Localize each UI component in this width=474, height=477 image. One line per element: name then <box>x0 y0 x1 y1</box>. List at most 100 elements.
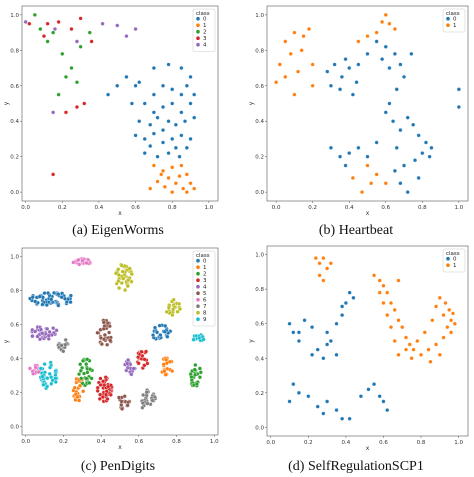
x-tick-label: 0.2 <box>59 439 68 445</box>
data-point <box>299 48 304 53</box>
legend-label: 0 <box>203 259 207 265</box>
data-point <box>334 408 339 413</box>
y-tick-label: 0.4 <box>255 119 264 125</box>
data-point <box>155 179 160 184</box>
data-point <box>45 39 50 44</box>
data-point <box>325 399 330 404</box>
data-point <box>61 349 66 354</box>
data-point <box>87 30 92 35</box>
data-point <box>151 110 156 115</box>
data-point <box>354 80 359 85</box>
data-point <box>179 163 184 168</box>
data-point <box>296 390 302 395</box>
legend-swatch <box>446 23 450 28</box>
data-point <box>347 290 352 295</box>
x-tick-label: 0.8 <box>172 439 181 445</box>
legend-label: 0 <box>203 17 207 23</box>
data-point <box>102 383 107 388</box>
data-point <box>82 101 87 106</box>
data-point <box>142 136 147 142</box>
data-point <box>340 304 345 309</box>
data-point <box>428 359 433 364</box>
data-point <box>283 74 288 79</box>
data-point <box>415 338 420 344</box>
data-point <box>80 358 86 363</box>
plot-frame <box>21 5 219 202</box>
data-point <box>56 92 61 97</box>
data-point <box>148 186 153 191</box>
data-point <box>177 174 182 179</box>
data-point <box>33 365 38 370</box>
data-point <box>80 258 85 263</box>
data-point <box>166 151 171 156</box>
data-point <box>108 392 113 397</box>
data-point <box>165 334 170 339</box>
data-point <box>328 338 333 344</box>
y-tick-label: 0.4 <box>255 356 264 362</box>
data-point <box>101 326 106 331</box>
data-point <box>383 181 388 186</box>
data-point <box>170 368 175 374</box>
y-tick-label: 0.8 <box>255 287 264 293</box>
data-point <box>141 392 146 398</box>
data-point <box>76 372 82 377</box>
legend-label: 3 <box>203 36 207 42</box>
x-tick-label: 0.6 <box>134 439 143 445</box>
data-point <box>151 65 156 71</box>
legend-swatch <box>196 278 200 283</box>
data-point <box>347 65 352 71</box>
legend-swatch <box>196 310 200 315</box>
data-point <box>164 309 169 314</box>
legend-swatch <box>196 23 200 28</box>
x-tick-label: 0.4 <box>97 439 106 445</box>
data-point <box>343 163 348 168</box>
y-tick-label: 0.2 <box>10 391 19 397</box>
data-point <box>394 87 399 92</box>
data-point <box>77 383 83 388</box>
data-point <box>377 278 382 283</box>
data-point <box>325 69 330 74</box>
data-point <box>125 403 130 408</box>
data-point <box>129 101 134 106</box>
data-point <box>338 154 343 159</box>
data-point <box>38 366 43 371</box>
data-point <box>27 366 33 371</box>
data-point <box>35 334 40 339</box>
data-point <box>148 122 153 127</box>
data-point <box>23 19 28 25</box>
data-point <box>381 399 386 404</box>
data-point <box>191 337 196 342</box>
data-point <box>374 140 379 145</box>
data-point <box>194 382 199 387</box>
data-point <box>119 406 125 411</box>
data-point <box>192 115 197 120</box>
data-point <box>423 140 429 145</box>
data-point <box>84 260 89 266</box>
data-point <box>313 256 318 261</box>
data-point <box>437 295 442 300</box>
data-point <box>126 357 131 363</box>
data-point <box>292 92 297 97</box>
data-point <box>340 416 345 421</box>
data-point <box>116 285 122 291</box>
legend-swatch <box>196 29 200 34</box>
x-tick-label: 0.8 <box>168 205 177 211</box>
legend-label: 8 <box>203 311 207 317</box>
data-point <box>383 110 388 115</box>
data-point <box>151 163 156 168</box>
data-point <box>328 83 334 88</box>
data-point <box>170 101 175 106</box>
data-point <box>369 181 374 186</box>
data-point <box>143 349 149 354</box>
data-point <box>63 74 69 79</box>
y-tick-label: 0.4 <box>10 119 19 125</box>
data-point <box>391 119 396 124</box>
data-point <box>173 181 178 186</box>
data-point <box>105 321 110 326</box>
data-point <box>171 297 176 302</box>
data-point <box>184 172 189 177</box>
x-tick-label: 0.0 <box>266 440 275 446</box>
data-point <box>98 376 103 381</box>
data-point <box>418 352 424 357</box>
